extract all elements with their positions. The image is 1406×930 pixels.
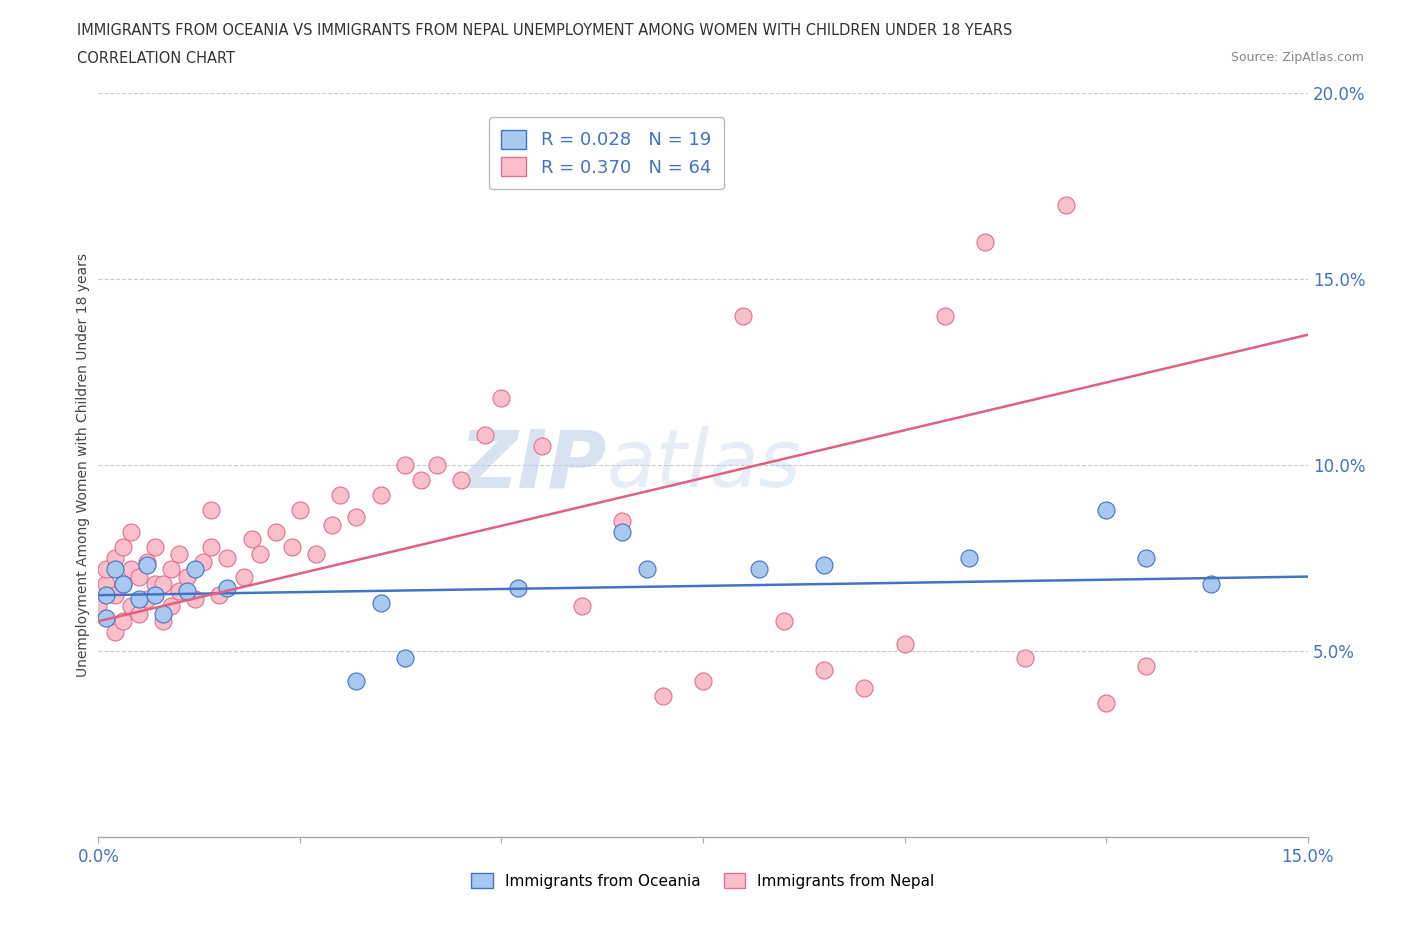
Point xyxy=(143,588,166,603)
Point xyxy=(329,487,352,502)
Point xyxy=(152,606,174,621)
Point xyxy=(813,662,835,677)
Point xyxy=(1014,651,1036,666)
Point xyxy=(103,562,125,577)
Point xyxy=(111,577,134,591)
Point xyxy=(143,577,166,591)
Point xyxy=(152,614,174,629)
Point xyxy=(571,599,593,614)
Point xyxy=(1199,577,1222,591)
Point xyxy=(103,588,125,603)
Legend: Immigrants from Oceania, Immigrants from Nepal: Immigrants from Oceania, Immigrants from… xyxy=(464,865,942,897)
Point xyxy=(748,562,770,577)
Point xyxy=(1095,696,1118,711)
Point xyxy=(394,651,416,666)
Point xyxy=(957,551,980,565)
Text: CORRELATION CHART: CORRELATION CHART xyxy=(77,51,235,66)
Point xyxy=(321,517,343,532)
Point xyxy=(1135,658,1157,673)
Point xyxy=(506,580,529,595)
Point xyxy=(96,588,118,603)
Point xyxy=(893,636,915,651)
Point xyxy=(344,673,367,688)
Point xyxy=(184,591,207,606)
Point xyxy=(974,234,997,249)
Point xyxy=(474,428,496,443)
Point xyxy=(217,551,239,565)
Point xyxy=(111,614,134,629)
Point xyxy=(1054,197,1077,212)
Point xyxy=(184,562,207,577)
Point xyxy=(176,584,198,599)
Text: atlas: atlas xyxy=(606,426,801,504)
Point xyxy=(651,688,673,703)
Point xyxy=(813,558,835,573)
Text: IMMIGRANTS FROM OCEANIA VS IMMIGRANTS FROM NEPAL UNEMPLOYMENT AMONG WOMEN WITH C: IMMIGRANTS FROM OCEANIA VS IMMIGRANTS FR… xyxy=(77,23,1012,38)
Point xyxy=(612,513,634,528)
Point xyxy=(200,539,222,554)
Point xyxy=(193,554,215,569)
Point xyxy=(96,562,118,577)
Point xyxy=(612,525,634,539)
Point xyxy=(200,502,222,517)
Point xyxy=(128,606,150,621)
Point xyxy=(1095,502,1118,517)
Point xyxy=(249,547,271,562)
Point xyxy=(152,577,174,591)
Point xyxy=(120,525,142,539)
Point xyxy=(1135,551,1157,565)
Point xyxy=(103,551,125,565)
Point xyxy=(344,510,367,525)
Text: Source: ZipAtlas.com: Source: ZipAtlas.com xyxy=(1230,51,1364,64)
Point xyxy=(120,599,142,614)
Point xyxy=(232,569,254,584)
Point xyxy=(135,554,157,569)
Point xyxy=(530,439,553,454)
Point xyxy=(934,309,956,324)
Point xyxy=(120,562,142,577)
Point xyxy=(143,539,166,554)
Point xyxy=(135,558,157,573)
Point xyxy=(305,547,328,562)
Point xyxy=(426,458,449,472)
Point xyxy=(176,569,198,584)
Point xyxy=(772,614,794,629)
Point xyxy=(103,625,125,640)
Point xyxy=(96,610,118,625)
Point xyxy=(208,588,231,603)
Point xyxy=(160,562,183,577)
Point xyxy=(87,599,110,614)
Point xyxy=(636,562,658,577)
Point xyxy=(370,487,392,502)
Point xyxy=(853,681,876,696)
Text: ZIP: ZIP xyxy=(458,426,606,504)
Point xyxy=(96,577,118,591)
Point xyxy=(167,584,190,599)
Point xyxy=(491,391,513,405)
Point xyxy=(450,472,472,487)
Point xyxy=(135,591,157,606)
Point xyxy=(370,595,392,610)
Point xyxy=(394,458,416,472)
Point xyxy=(288,502,311,517)
Point xyxy=(128,591,150,606)
Point xyxy=(111,577,134,591)
Y-axis label: Unemployment Among Women with Children Under 18 years: Unemployment Among Women with Children U… xyxy=(76,253,90,677)
Point xyxy=(128,569,150,584)
Point xyxy=(692,673,714,688)
Point xyxy=(409,472,432,487)
Point xyxy=(217,580,239,595)
Point xyxy=(281,539,304,554)
Point xyxy=(111,539,134,554)
Point xyxy=(167,547,190,562)
Point xyxy=(733,309,755,324)
Point xyxy=(240,532,263,547)
Point xyxy=(160,599,183,614)
Point xyxy=(264,525,287,539)
